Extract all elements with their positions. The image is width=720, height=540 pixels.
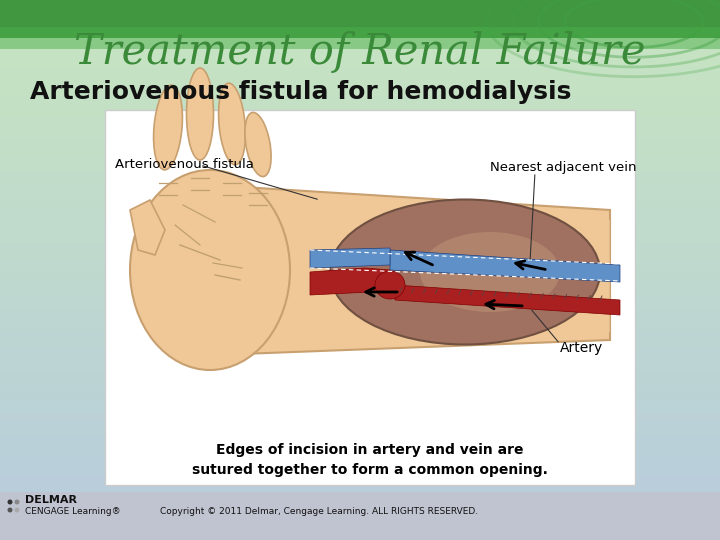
Circle shape [7,508,12,512]
Circle shape [14,508,19,512]
Ellipse shape [245,112,271,177]
Circle shape [14,500,19,504]
Text: Arteriovenous fistula: Arteriovenous fistula [115,159,254,172]
Polygon shape [310,195,610,345]
Text: Edges of incision in artery and vein are
sutured together to form a common openi: Edges of incision in artery and vein are… [192,443,548,477]
Text: Artery: Artery [560,341,603,355]
Polygon shape [310,268,395,295]
Polygon shape [210,185,610,355]
Polygon shape [310,248,390,268]
Polygon shape [395,285,620,315]
Ellipse shape [153,85,182,170]
Ellipse shape [420,232,560,312]
Ellipse shape [375,271,405,299]
Polygon shape [390,250,620,282]
Bar [0,27,720,49]
Ellipse shape [330,199,600,345]
Text: DELMAR: DELMAR [25,495,77,505]
Polygon shape [130,200,165,255]
Bar [0,492,720,540]
Circle shape [7,500,12,504]
Ellipse shape [219,83,246,165]
Text: Copyright © 2011 Delmar, Cengage Learning. ALL RIGHTS RESERVED.: Copyright © 2011 Delmar, Cengage Learnin… [160,508,478,516]
Ellipse shape [186,68,214,160]
Ellipse shape [130,170,290,370]
Text: Treatment of Renal Failure: Treatment of Renal Failure [74,31,646,73]
Bar [105,110,635,485]
Text: Nearest adjacent vein: Nearest adjacent vein [490,160,636,173]
Text: CENGAGE Learning®: CENGAGE Learning® [25,507,121,516]
Text: Arteriovenous fistula for hemodialysis: Arteriovenous fistula for hemodialysis [30,80,572,104]
Bar [0,0,720,38]
